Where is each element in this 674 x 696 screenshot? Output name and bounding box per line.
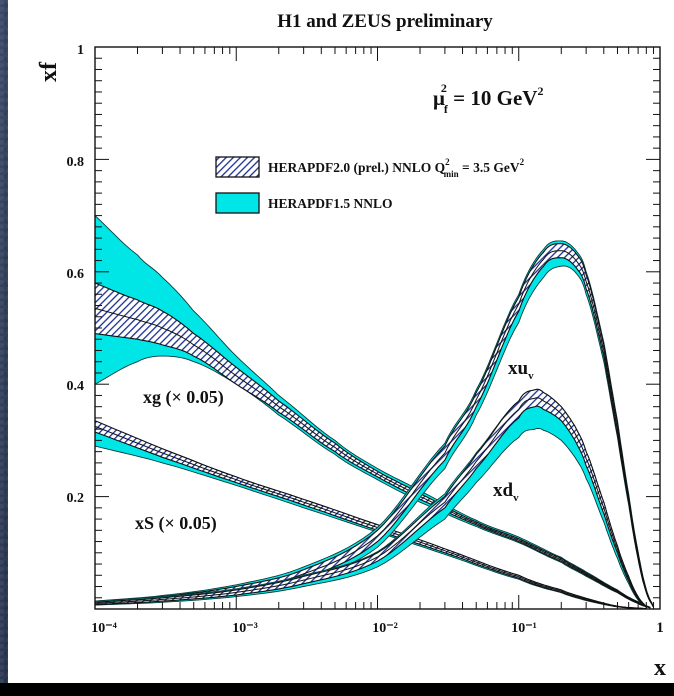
y-tick-label: 0.6 bbox=[67, 267, 85, 282]
y-tick-label: 0.8 bbox=[67, 155, 85, 170]
legend-label-herapdf20: HERAPDF2.0 (prel.) NNLO Q2 min = 3.5 GeV2 bbox=[268, 157, 525, 179]
axis-ticks bbox=[94, 46, 661, 610]
legend-swatch-hatched bbox=[215, 156, 260, 178]
x-tick-label: 10⁻⁴ bbox=[91, 621, 117, 636]
central-line-xg bbox=[95, 307, 651, 609]
y-axis-label: xf bbox=[36, 61, 62, 82]
x-tick-label: 10⁻² bbox=[372, 621, 398, 636]
central-line-xs bbox=[95, 425, 647, 609]
legend-label-herapdf15: HERAPDF1.5 NNLO bbox=[268, 196, 393, 211]
herapdf20-band-xdv bbox=[95, 388, 647, 609]
y-tick-labels: 0.2 0.4 0.6 0.8 1 bbox=[67, 43, 85, 506]
pdf-bands bbox=[95, 214, 655, 609]
y-tick-label: 0.2 bbox=[67, 491, 85, 506]
curve-label-xg: xg (× 0.05) bbox=[143, 387, 224, 408]
pdf-chart: H1 and ZEUS preliminary xf x 0.2 0.4 0.6… bbox=[36, 11, 666, 681]
x-tick-label: 10⁻³ bbox=[232, 621, 258, 636]
curve-label-xs: xS (× 0.05) bbox=[135, 513, 217, 534]
chart-figure: H1 and ZEUS preliminary xf x 0.2 0.4 0.6… bbox=[8, 0, 674, 683]
x-tick-labels: 10⁻⁴ 10⁻³ 10⁻² 10⁻¹ 1 bbox=[91, 620, 664, 636]
y-tick-label: 1 bbox=[77, 43, 84, 58]
central-line-xdv bbox=[95, 397, 647, 608]
scale-annotation: μf2 = 10 GeV2 bbox=[433, 81, 543, 116]
x-tick-label: 1 bbox=[656, 620, 664, 636]
legend-swatch-filled bbox=[215, 192, 260, 214]
x-axis-label: x bbox=[654, 655, 666, 681]
legend: HERAPDF2.0 (prel.) NNLO Q2 min = 3.5 GeV2… bbox=[215, 156, 525, 214]
curve-label-xdv: xdv bbox=[493, 480, 519, 504]
bottom-bar bbox=[0, 683, 674, 696]
chart-title: H1 and ZEUS preliminary bbox=[277, 11, 493, 32]
curve-label-xuv: xuv bbox=[508, 358, 534, 382]
x-tick-label: 10⁻¹ bbox=[511, 621, 537, 636]
y-tick-label: 0.4 bbox=[67, 379, 85, 394]
